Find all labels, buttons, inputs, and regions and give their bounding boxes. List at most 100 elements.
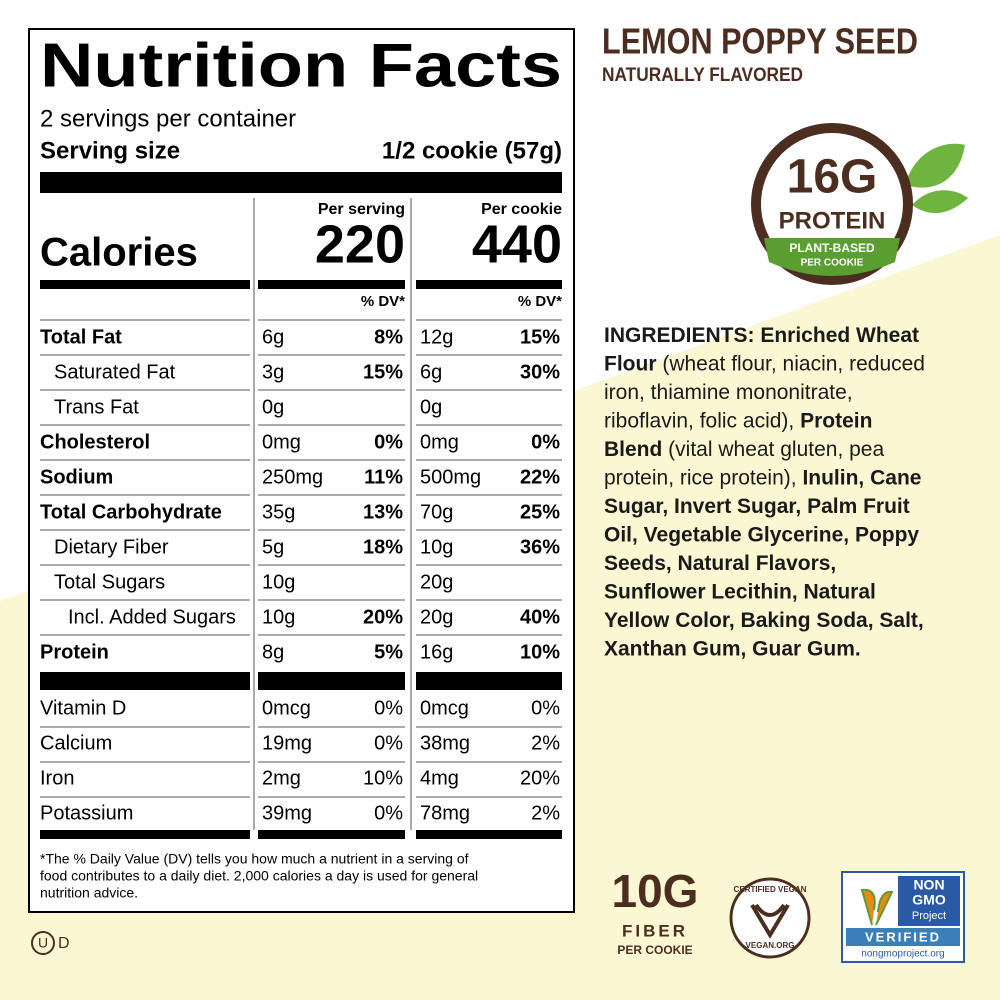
product-name: LEMON POPPY SEED [602,21,918,62]
rule [416,830,562,839]
nutrient-name: Dietary Fiber [54,536,169,558]
ingredients-text: Yellow Color, Baking Soda, Salt, [604,609,924,632]
vegan-mark [750,903,790,939]
daily-value: 5% [374,641,403,663]
non-gmo-text: NON [913,877,944,893]
nutrient-name: Total Fat [40,326,122,348]
amount: 10g [420,536,453,558]
ingredients-line: Seeds, Natural Flavors, [604,552,836,575]
ingredients-text: Blend [604,438,662,461]
calories-value: 220 [315,214,405,274]
nutrient-name: Incl. Added Sugars [68,606,236,628]
amount: 0mg [420,431,459,453]
ingredients-text: (wheat flour, niacin, reduced [657,352,926,375]
ingredients-line: INGREDIENTS: Enriched Wheat [604,324,919,347]
nutrient-name: Protein [40,641,109,663]
daily-value: 10% [363,767,403,789]
ingredients-line: Sunflower Lecithin, Natural [604,580,876,603]
ingredients-text: Sunflower Lecithin, Natural [604,580,876,603]
amount: 0g [262,396,284,418]
rule [416,280,562,289]
amount: 6g [420,361,442,383]
amount: 39mg [262,802,312,824]
daily-value: 20% [520,767,560,789]
daily-value: 2% [531,732,560,754]
daily-value: 0% [374,431,403,453]
nutrient-name: Total Carbohydrate [40,501,222,523]
butterfly [860,888,894,926]
nutrient-name: Saturated Fat [54,361,176,383]
nutrient-name: Calcium [40,732,112,754]
footnote: *The % Daily Value (DV) tells you how mu… [40,851,469,867]
badge-banner: PER COOKIE [801,258,864,269]
ingredients-text: protein, rice protein), [604,466,802,489]
vegan-bottom: VEGAN.ORG [746,941,795,950]
footnote: food contributes to a daily diet. 2,000 … [40,868,478,884]
ingredients-text: Protein [800,409,872,432]
ingredients-line: Sugar, Invert Sugar, Palm Fruit [604,495,910,518]
nutrient-name: Vitamin D [40,697,126,719]
fiber-amount: 10G [612,865,699,917]
amount: 78mg [420,802,470,824]
nutrient-name: Cholesterol [40,431,150,453]
daily-value: 30% [520,361,560,383]
leaf [905,143,965,188]
amount: 500mg [420,466,481,488]
nutrient-name: Total Sugars [54,571,165,593]
daily-value: 15% [363,361,403,383]
column-header: Per cookie [481,201,562,218]
amount: 12g [420,326,453,348]
badge-amount: 16G [787,151,878,204]
calories-value: 440 [472,214,562,274]
non-gmo-text: Project [912,910,946,922]
nutrient-name: Potassium [40,802,133,824]
daily-value: 22% [520,466,560,488]
kosher-circle [31,931,55,955]
amount: 19mg [262,732,312,754]
amount: 0mg [262,431,301,453]
daily-value: 0% [531,431,560,453]
ingredients-text: Flour [604,352,657,375]
rule [258,280,405,289]
non-gmo-box [898,876,960,926]
serving-size: 1/2 cookie (57g) [382,137,562,164]
ingredients-text: INGREDIENTS: Enriched Wheat [604,324,919,347]
badge-banner: PLANT-BASED [789,241,875,255]
calories-label: Calories [40,231,198,275]
daily-value: 0% [374,732,403,754]
amount: 0mcg [420,697,469,719]
ingredients-line: Oil, Vegetable Glycerine, Poppy [604,523,919,546]
badge-banner [764,238,900,276]
panel-title: Nutrition Facts [40,31,562,100]
rule [40,280,250,289]
daily-value: 0% [374,802,403,824]
leaf [912,190,968,214]
fiber-label: FIBER [622,921,688,940]
rule [40,830,250,839]
rule [40,172,562,193]
nutrient-name: Iron [40,767,74,789]
amount: 20g [420,606,453,628]
amount: 20g [420,571,453,593]
kosher-symbol: U [38,935,48,951]
ingredients-text: riboflavin, folic acid), [604,409,800,432]
daily-value: 10% [520,641,560,663]
ingredients-text: Inulin, Cane [802,466,921,489]
ingredients-line: Yellow Color, Baking Soda, Salt, [604,609,924,632]
daily-value: 25% [520,501,560,523]
ingredients-text: Sugar, Invert Sugar, Palm Fruit [604,495,910,518]
amount: 0mcg [262,697,311,719]
amount: 6g [262,326,284,348]
serving-size-label: Serving size [40,137,180,164]
non-gmo-text: GMO [912,892,946,908]
daily-value: 0% [531,697,560,719]
dv-header: % DV* [518,293,562,310]
rule [40,672,250,690]
kosher-suffix: D [58,935,70,952]
vegan-top: CERTIFIED VEGAN [734,885,807,894]
protein-badge [751,123,968,285]
ingredients-text: Seeds, Natural Flavors, [604,552,836,575]
amount: 70g [420,501,453,523]
dv-header: % DV* [361,293,405,310]
